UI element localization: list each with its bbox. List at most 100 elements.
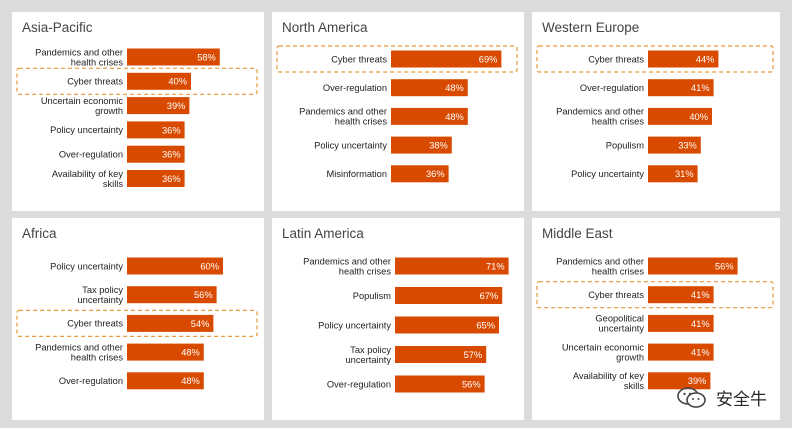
highlight-box bbox=[536, 45, 774, 73]
category-label: Policy uncertainty bbox=[314, 140, 387, 150]
panel-title: Africa bbox=[22, 226, 57, 241]
bar-over-regulation bbox=[127, 145, 185, 163]
bar-pandemics-and-other-health-crises bbox=[395, 257, 509, 275]
value-label: 36% bbox=[162, 150, 181, 160]
category-label: Over-regulation bbox=[323, 83, 387, 93]
wechat-icon bbox=[677, 386, 706, 408]
category-label: Tax policy uncertainty bbox=[78, 285, 124, 305]
category-label: Misinformation bbox=[327, 169, 387, 179]
category-label: Uncertain economic growth bbox=[41, 96, 124, 116]
bar-cyber-threats bbox=[391, 50, 502, 68]
bar-uncertain-economic-growth bbox=[648, 343, 714, 361]
category-label: Geopolitical uncertainty bbox=[595, 314, 644, 334]
bar-cyber-threats bbox=[127, 314, 214, 332]
value-label: 40% bbox=[689, 112, 708, 122]
value-label: 48% bbox=[181, 348, 200, 358]
category-label: Populism bbox=[353, 291, 391, 301]
category-label: Policy uncertainty bbox=[571, 169, 644, 179]
category-label: Cyber threats bbox=[588, 290, 644, 300]
value-label: 48% bbox=[181, 376, 200, 386]
category-label: Policy uncertainty bbox=[50, 125, 123, 135]
category-label: Uncertain economic growth bbox=[562, 342, 645, 362]
panel-africa: Africa Policy uncertainty 60% Tax policy unc… bbox=[12, 218, 264, 420]
value-label: 41% bbox=[691, 83, 710, 93]
value-label: 54% bbox=[191, 319, 210, 329]
category-label: Over-regulation bbox=[580, 83, 644, 93]
value-label: 36% bbox=[426, 169, 445, 179]
bar-uncertain-economic-growth bbox=[127, 97, 190, 115]
value-label: 57% bbox=[464, 350, 483, 360]
value-label: 58% bbox=[197, 52, 216, 62]
value-label: 56% bbox=[462, 379, 481, 389]
bar-policy-uncertainty bbox=[395, 316, 499, 334]
bar-geopolitical-uncertainty bbox=[648, 314, 714, 332]
value-label: 71% bbox=[486, 261, 505, 271]
value-label: 41% bbox=[691, 290, 710, 300]
category-label: Policy uncertainty bbox=[318, 320, 391, 330]
value-label: 67% bbox=[480, 291, 499, 301]
bar-populism bbox=[395, 287, 503, 304]
value-label: 39% bbox=[688, 376, 707, 386]
category-label: Pandemics and other health crises bbox=[35, 342, 123, 362]
bar-over-regulation bbox=[395, 375, 485, 393]
value-label: 56% bbox=[715, 261, 734, 271]
category-label: Over-regulation bbox=[59, 150, 123, 160]
category-label: Cyber threats bbox=[588, 54, 644, 64]
value-label: 38% bbox=[429, 141, 448, 151]
value-label: 36% bbox=[162, 125, 181, 135]
category-label: Tax policy uncertainty bbox=[346, 345, 392, 365]
value-label: 31% bbox=[675, 169, 694, 179]
watermark: 安全牛 bbox=[677, 385, 770, 410]
bar-cyber-threats bbox=[127, 72, 191, 90]
category-label: Over-regulation bbox=[327, 379, 391, 389]
value-label: 60% bbox=[200, 261, 219, 271]
highlight-box bbox=[536, 281, 774, 309]
bar-policy-uncertainty bbox=[648, 165, 698, 183]
bar-pandemics-and-other-health-crises bbox=[648, 107, 712, 125]
category-label: Availability of key skills bbox=[573, 371, 644, 391]
panel-title: North America bbox=[282, 20, 368, 35]
bar-policy-uncertainty bbox=[391, 136, 452, 154]
bar-tax-policy-uncertainty bbox=[395, 346, 487, 363]
bar-over-regulation bbox=[648, 79, 714, 97]
category-label: Populism bbox=[606, 140, 644, 150]
panel-latin-america: Latin America Pandemics and other health c… bbox=[272, 218, 524, 420]
category-label: Policy uncertainty bbox=[50, 261, 123, 271]
bar-tax-policy-uncertainty bbox=[127, 286, 217, 304]
bar-pandemics-and-other-health-crises bbox=[648, 257, 738, 275]
highlight-box bbox=[16, 309, 258, 338]
panel-asia-pacific: Asia-Pacific Pandemics and other health cr… bbox=[12, 12, 264, 211]
panel-title: Middle East bbox=[542, 226, 613, 241]
category-label: Pandemics and other health crises bbox=[299, 107, 387, 127]
panel-title: Latin America bbox=[282, 226, 364, 241]
bar-cyber-threats bbox=[648, 50, 719, 68]
bar-over-regulation bbox=[391, 79, 468, 97]
bar-over-regulation bbox=[127, 372, 204, 390]
bar-pandemics-and-other-health-crises bbox=[127, 48, 220, 66]
bar-misinformation bbox=[391, 165, 449, 183]
category-label: Pandemics and other health crises bbox=[556, 256, 644, 276]
bar-availability-of-key-skills bbox=[648, 372, 711, 390]
value-label: 33% bbox=[678, 141, 697, 151]
bar-populism bbox=[648, 136, 701, 154]
bar-cyber-threats bbox=[648, 286, 714, 304]
bar-availability-of-key-skills bbox=[127, 170, 185, 187]
category-label: Cyber threats bbox=[67, 319, 123, 329]
value-label: 40% bbox=[168, 77, 187, 87]
watermark-text: 安全牛 bbox=[713, 385, 770, 410]
bar-pandemics-and-other-health-crises bbox=[127, 343, 204, 361]
category-label: Cyber threats bbox=[331, 54, 387, 64]
category-label: Pandemics and other health crises bbox=[35, 47, 123, 67]
value-label: 48% bbox=[445, 112, 464, 122]
category-label: Availability of key skills bbox=[52, 169, 123, 189]
highlight-box bbox=[276, 45, 518, 73]
highlight-box bbox=[16, 67, 258, 95]
value-label: 36% bbox=[162, 174, 181, 184]
panel-western-europe: Western Europe Cyber threats 44% Over-regul… bbox=[532, 12, 780, 211]
bar-policy-uncertainty bbox=[127, 257, 223, 275]
category-label: Over-regulation bbox=[59, 376, 123, 386]
value-label: 65% bbox=[476, 320, 495, 330]
value-label: 41% bbox=[691, 348, 710, 358]
category-label: Pandemics and other health crises bbox=[556, 107, 644, 127]
